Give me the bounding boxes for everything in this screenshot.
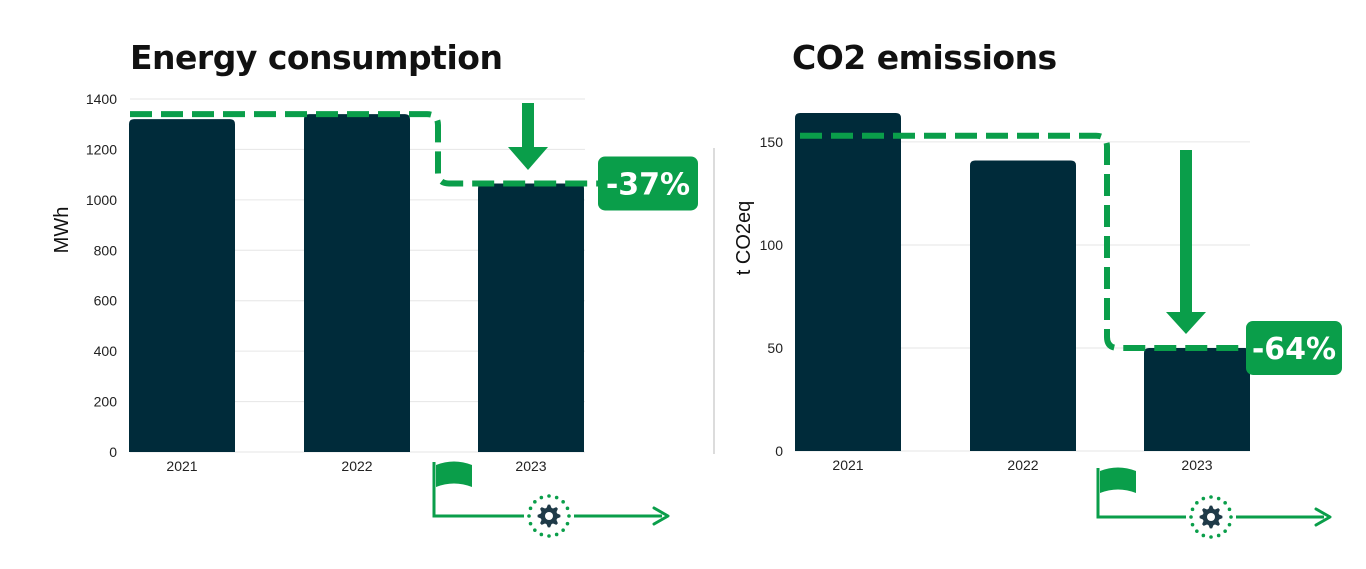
gear-ring-dot: [1195, 501, 1199, 505]
y-tick-label: 1000: [86, 192, 117, 208]
gear-ring-dot: [565, 506, 570, 511]
gear-ring-dot: [1223, 501, 1227, 505]
gear-ring-dot: [1209, 535, 1213, 539]
flag-icon: [436, 461, 472, 487]
gear-ring-dot: [561, 528, 565, 532]
gear-ring-dot: [1195, 529, 1199, 533]
gear-ring-dot: [1209, 495, 1213, 499]
reduction-badge: [1246, 320, 1342, 375]
reduction-path: [800, 132, 1250, 351]
gear-ring-dot: [554, 495, 559, 500]
gear-ring-dot: [1190, 507, 1195, 512]
gear-ring-dot: [1190, 522, 1195, 527]
bar: [129, 119, 235, 453]
reduction-percentage: -64%: [1252, 332, 1336, 367]
x-tick-label: 2023: [515, 458, 546, 474]
y-tick-label: 400: [94, 343, 118, 359]
bar: [795, 113, 901, 451]
reduction-path: [130, 111, 600, 187]
x-tick-label: 2021: [832, 457, 863, 473]
bar: [970, 160, 1076, 452]
reduction-percentage: -37%: [606, 167, 690, 202]
gear-ring-dot: [1201, 533, 1206, 538]
co2-chart-title: CO2 emissions: [792, 38, 1057, 77]
x-tick-label: 2021: [166, 458, 197, 474]
energy-chart-title: Energy consumption: [130, 38, 503, 77]
gear-ring-dot: [565, 521, 570, 526]
flag-icon: [1100, 467, 1136, 493]
y-tick-label: 0: [109, 444, 117, 460]
y-tick-label: 600: [94, 293, 118, 309]
gear-ring-dot: [1223, 529, 1227, 533]
gear-ring-dot: [1216, 496, 1221, 501]
y-tick-label: 800: [94, 242, 118, 258]
arrow-right-icon: [1314, 507, 1332, 527]
bar: [478, 183, 584, 453]
x-tick-label: 2023: [1181, 457, 1212, 473]
y-tick-label: 50: [767, 340, 783, 356]
gear-ring-dot: [533, 500, 537, 504]
gear-ring-dot: [528, 521, 533, 526]
gear-ring-dot: [567, 514, 571, 518]
gear-ring-dot: [547, 534, 551, 538]
gear-ring-dot: [554, 532, 559, 537]
gear-hole: [545, 512, 553, 520]
gear-ring-dot: [533, 528, 537, 532]
arrow-down-icon: [1166, 150, 1206, 334]
x-tick-label: 2022: [341, 458, 372, 474]
gear-ring-dot: [561, 500, 565, 504]
gear-hole: [1207, 513, 1215, 521]
y-tick-label: 100: [760, 237, 784, 253]
x-tick-label: 2022: [1007, 457, 1038, 473]
gear-ring-dot: [1227, 507, 1232, 512]
y-axis-label: t CO2eq: [733, 201, 755, 275]
arrow-down-icon: [508, 103, 548, 170]
gear-ring-dot: [547, 494, 551, 498]
y-axis-label: MWh: [51, 207, 73, 254]
bar: [1144, 347, 1250, 451]
chart-divider: [713, 148, 715, 454]
gear-ring-dot: [1227, 522, 1232, 527]
bar: [304, 114, 410, 452]
arrow-right-icon: [652, 506, 670, 526]
y-tick-label: 1200: [86, 141, 117, 157]
y-tick-label: 0: [775, 443, 783, 459]
gear-ring-dot: [1216, 533, 1221, 538]
gear-ring-dot: [527, 514, 531, 518]
gear-ring-dot: [539, 532, 544, 537]
gear-ring-dot: [1201, 496, 1206, 501]
y-tick-label: 150: [760, 134, 784, 150]
y-tick-label: 200: [94, 394, 118, 410]
gear-ring-dot: [1229, 515, 1233, 519]
gear-ring-dot: [539, 495, 544, 500]
reduction-badge: [598, 156, 698, 211]
gear-ring-dot: [528, 506, 533, 511]
gear-ring-dot: [1189, 515, 1193, 519]
y-tick-label: 1400: [86, 91, 117, 107]
